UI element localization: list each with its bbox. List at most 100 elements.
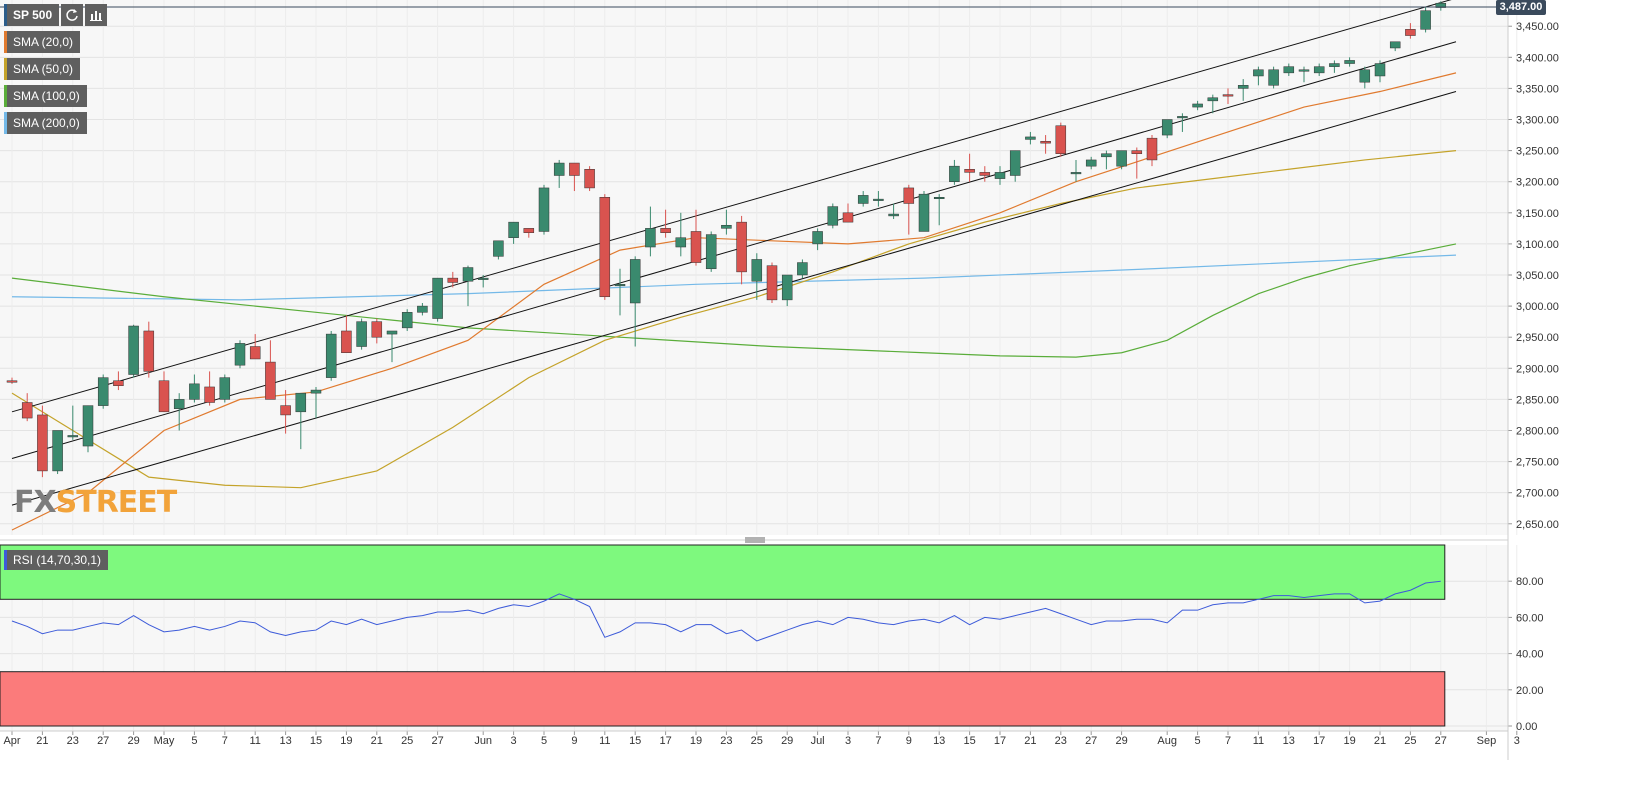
candle-body [128, 325, 139, 375]
x-tick-label: 9 [906, 735, 912, 747]
candle [994, 166, 1006, 185]
candles [6, 1, 1447, 478]
rsi-line [11, 580, 1441, 642]
candle [325, 330, 337, 381]
candle [690, 209, 702, 266]
rsi-tick-label: 20.00 [1516, 685, 1544, 697]
candle-body [1055, 125, 1067, 154]
candle [933, 194, 945, 226]
x-tick-label: 3 [1514, 735, 1520, 747]
rsi-axis: 80.00 60.00 40.00 20.00 0.00 [1508, 576, 1544, 733]
candle-body [1374, 63, 1386, 77]
x-tick-label: Jul [811, 735, 825, 747]
candle-body [1146, 137, 1158, 161]
candle-body [249, 346, 261, 360]
candle-body [979, 172, 991, 176]
candle [1420, 7, 1431, 33]
candle-body [903, 187, 915, 204]
candle [1025, 131, 1036, 145]
x-tick-label: 11 [249, 735, 260, 747]
sma100-label[interactable]: SMA (100,0) [4, 85, 87, 107]
y-tick-label: 2,700.00 [1516, 488, 1559, 500]
sma50-label[interactable]: SMA (50,0) [4, 58, 81, 80]
candle-body [660, 228, 671, 233]
candle-body [493, 240, 504, 257]
candle [705, 231, 717, 272]
y-tick-label: 3,250.00 [1516, 146, 1559, 158]
x-tick-label: Apr [3, 735, 20, 747]
candle [964, 153, 975, 182]
candle-body [158, 380, 170, 413]
candle [675, 212, 687, 257]
candle-body [356, 321, 367, 347]
candle [949, 159, 960, 185]
candle-body [386, 330, 398, 335]
x-tick-label: 13 [279, 735, 291, 747]
pane-resize-handle[interactable] [745, 537, 765, 543]
rsi-zones [0, 544, 1446, 727]
x-tick-label: 25 [1404, 735, 1416, 747]
candle-body [599, 197, 611, 298]
candle [1344, 57, 1355, 67]
candle [766, 262, 778, 303]
candle [538, 184, 550, 235]
y-tick-label: 3,400.00 [1516, 52, 1559, 64]
candle [523, 228, 535, 238]
candle-body [1359, 69, 1371, 83]
candle-body [705, 234, 717, 270]
y-tick-label: 3,300.00 [1516, 115, 1559, 127]
y-tick-label: 2,950.00 [1516, 332, 1559, 344]
y-tick-label: 3,200.00 [1516, 177, 1559, 189]
symbol-label[interactable]: SP 500 [4, 4, 60, 26]
x-tick-label: 29 [127, 735, 139, 747]
y-tick-label: 2,800.00 [1516, 425, 1559, 437]
refresh-icon[interactable] [61, 4, 84, 26]
candle [660, 209, 671, 238]
candle [219, 374, 231, 403]
candle-body [1389, 41, 1401, 49]
candle-body [341, 330, 352, 353]
candle-body [523, 228, 535, 233]
candle [1161, 119, 1173, 139]
candle-body [1161, 119, 1173, 136]
candle [1146, 135, 1158, 167]
candle [234, 340, 246, 369]
candle [781, 274, 793, 307]
candle-body [432, 277, 443, 319]
x-tick-label: May [154, 735, 175, 747]
candle-body [462, 267, 474, 282]
sma20-label[interactable]: SMA (20,0) [4, 31, 81, 53]
candle-body [949, 165, 960, 182]
candle [295, 392, 307, 450]
sma200-label[interactable]: SMA (200,0) [4, 112, 87, 134]
x-tick-label: 17 [659, 735, 671, 747]
candle [1268, 66, 1279, 89]
candle [508, 221, 519, 244]
channel-line [11, 91, 1457, 506]
candle [1222, 88, 1234, 104]
candle-body [1085, 159, 1097, 167]
candle [842, 203, 854, 223]
candle-body [827, 206, 839, 226]
candle-body [280, 405, 291, 416]
x-tick-label: 7 [222, 735, 228, 747]
y-tick-label: 3,050.00 [1516, 270, 1559, 282]
sma50-line [11, 150, 1457, 489]
candle-body [1177, 116, 1188, 119]
rsi-label[interactable]: RSI (14,70,30,1) [4, 550, 109, 570]
candle-body [371, 321, 383, 338]
candle [173, 393, 185, 431]
candle-body [173, 399, 185, 409]
x-tick-label: 25 [751, 735, 763, 747]
current-price-tag: 3,487.00 [1496, 0, 1546, 15]
candle-body [1070, 172, 1082, 175]
y-tick-label: 2,850.00 [1516, 394, 1559, 406]
indicators-icon[interactable] [85, 4, 108, 26]
x-tick-label: 19 [340, 735, 352, 747]
candle [401, 309, 413, 331]
candle [386, 330, 398, 363]
x-tick-label: 7 [1225, 735, 1231, 747]
channel-line [11, 41, 1457, 459]
candle-body [52, 430, 63, 472]
